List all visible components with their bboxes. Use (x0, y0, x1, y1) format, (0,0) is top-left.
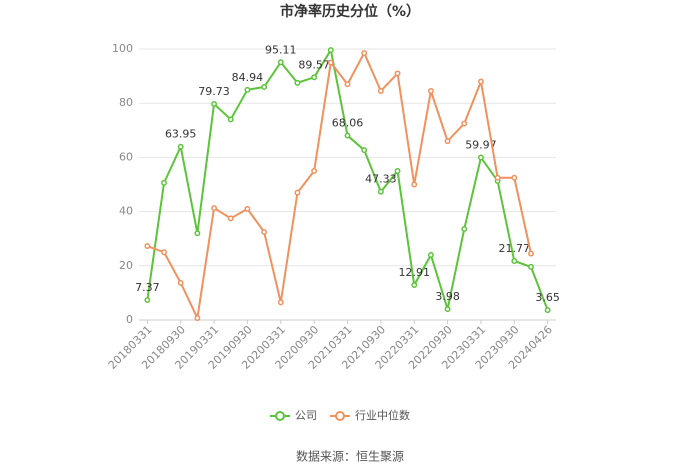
point (528, 263, 534, 270)
data-label: 3.65 (535, 291, 560, 304)
point (144, 297, 151, 303)
point (294, 79, 301, 86)
point (511, 258, 518, 264)
point (528, 250, 534, 257)
point (244, 86, 251, 93)
source: 数据来源：恒生聚源 (296, 449, 404, 464)
point (444, 138, 451, 145)
data-label: 68.06 (332, 117, 364, 130)
data-label: 63.95 (165, 128, 197, 141)
legend-label: 行业中位数 (355, 408, 410, 422)
data-label: 21.77 (499, 242, 531, 255)
point (461, 120, 468, 127)
point (294, 189, 301, 196)
data-label: 7.37 (135, 281, 160, 294)
y-tick-label: 20 (119, 259, 133, 272)
point (544, 307, 551, 314)
point (161, 249, 167, 256)
point (144, 243, 151, 249)
point (377, 88, 384, 94)
point (394, 70, 401, 77)
data-label: 12.91 (398, 266, 430, 279)
data-label: 89.57 (298, 58, 330, 71)
point (277, 59, 284, 66)
point (394, 168, 401, 174)
y-tick-label: 0 (126, 313, 133, 326)
point (344, 81, 351, 88)
point (211, 100, 218, 107)
point (461, 225, 468, 232)
point (477, 78, 484, 85)
point (211, 205, 218, 212)
y-tick-label: 100 (112, 42, 133, 55)
legend-marker (275, 411, 285, 421)
data-label: 95.11 (265, 43, 297, 56)
point (194, 230, 201, 237)
y-tick-label: 40 (119, 205, 133, 218)
point (177, 143, 184, 150)
point (244, 205, 251, 212)
point (327, 47, 334, 54)
point (411, 181, 418, 188)
point (411, 282, 418, 288)
y-tick-label: 60 (119, 150, 133, 163)
data-label: 59.97 (465, 138, 497, 151)
point (327, 59, 334, 66)
point (311, 74, 318, 81)
legend-label: 公司 (295, 409, 317, 422)
point (344, 132, 351, 139)
point (194, 315, 201, 322)
data-label: 84.94 (232, 71, 264, 84)
point (227, 215, 234, 222)
point (361, 50, 368, 57)
point (311, 168, 318, 174)
y-tick-label: 80 (119, 96, 133, 109)
data-label: 79.73 (198, 85, 230, 98)
point (444, 306, 451, 313)
point (161, 179, 167, 186)
data-label: 3.98 (435, 290, 460, 303)
point (227, 116, 234, 123)
point (477, 154, 484, 161)
point (277, 299, 284, 306)
point (427, 252, 434, 258)
legend-marker (335, 411, 345, 421)
point (377, 188, 384, 195)
chart-title: 市净率历史分位（%） (280, 3, 420, 20)
point (261, 83, 268, 90)
data-label: 47.33 (365, 173, 397, 186)
point (261, 228, 268, 235)
series-line (146, 50, 532, 322)
point (177, 279, 184, 286)
point (361, 147, 368, 154)
point (494, 174, 501, 181)
point (511, 174, 518, 181)
point (427, 88, 434, 94)
